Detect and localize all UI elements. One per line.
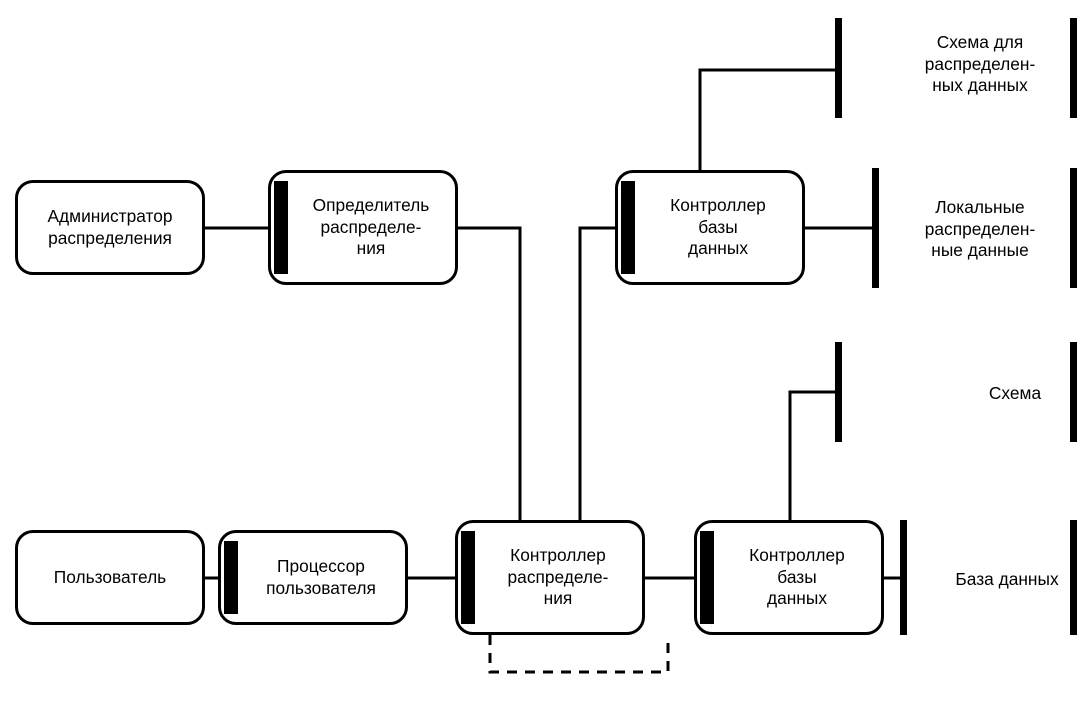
node-label: Процессор пользователя — [266, 556, 376, 599]
diagram-canvas: Администратор распределения Пользователь О… — [0, 0, 1091, 701]
node-admin: Администратор распределения — [15, 180, 205, 275]
disk-bar-local_data — [1070, 168, 1077, 288]
node-label: Контроллер распределе- ния — [508, 545, 609, 610]
node-label: Администратор распределения — [47, 206, 172, 249]
disk-bar-schema_dist — [1070, 18, 1077, 118]
node-label: Пользователь — [54, 567, 166, 589]
disk-label-local_data: Локальные распределен- ные данные — [895, 197, 1065, 262]
node-definer: Определитель распределе- ния — [268, 170, 458, 285]
edge-dbctrl2-schema — [790, 392, 835, 520]
edge-dbctrl1-distctrl — [580, 228, 615, 520]
node-dbctrl2: Контроллер базы данных — [694, 520, 884, 635]
disk-label-schema: Схема — [930, 383, 1091, 405]
edge-distctrl-loop — [490, 635, 668, 672]
node-distctrl: Контроллер распределе- ния — [455, 520, 645, 635]
disk-bar-schema_dist — [835, 18, 842, 118]
node-label: Контроллер базы данных — [670, 195, 766, 260]
node-user: Пользователь — [15, 530, 205, 625]
node-dbctrl1: Контроллер базы данных — [615, 170, 805, 285]
disk-label-schema_dist: Схема для распределен- ных данных — [895, 32, 1065, 97]
node-userproc: Процессор пользователя — [218, 530, 408, 625]
node-label: Контроллер базы данных — [749, 545, 845, 610]
edge-dbctrl1-schemadist — [700, 70, 835, 170]
node-label: Определитель распределе- ния — [313, 195, 430, 260]
disk-bar-database — [900, 520, 907, 635]
disk-bar-local_data — [872, 168, 879, 288]
edge-definer-distctrl — [458, 228, 520, 520]
disk-label-database: База данных — [922, 569, 1091, 591]
disk-bar-schema — [835, 342, 842, 442]
